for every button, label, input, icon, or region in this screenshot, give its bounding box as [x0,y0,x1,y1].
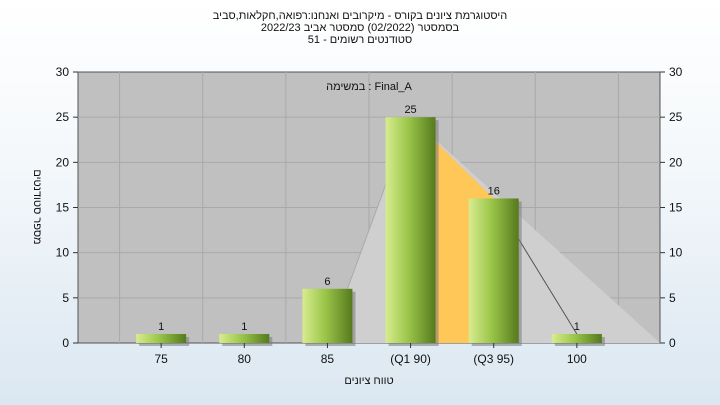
y-tick-label: 15 [669,201,683,215]
data-label: 1 [574,321,580,333]
x-tick-label: 100 [567,352,587,366]
bar [136,333,187,343]
y-axis-right: 0 5 10 15 20 25 30 [660,65,683,350]
x-tick-label: (Q1 90) [390,352,431,366]
y-tick-label: 25 [56,110,70,124]
bars [136,117,605,347]
chart-title-line-1: היסטוגרמת ציונים בקורס - מיקרובים ואנחנו… [212,10,508,22]
x-tick-label: 75 [154,352,168,366]
data-label: 1 [241,321,247,333]
data-label: 16 [488,185,500,197]
x-tick-label: (Q3 95) [473,352,514,366]
y-tick-label: 15 [56,201,70,215]
bar [551,333,602,343]
y-tick-label: 10 [56,246,70,260]
chart-title: היסטוגרמת ציונים בקורס - מיקרובים ואנחנו… [0,10,720,46]
y-axis-title: מספר סטודנטים [31,169,43,244]
x-tick-label: 85 [321,352,335,366]
bar [468,198,519,343]
x-tick-label: 80 [238,352,252,366]
y-tick-label: 5 [62,291,69,305]
y-tick-label: 30 [669,65,683,79]
x-axis: 75 80 85 (Q1 90) (Q3 95) 100 [154,343,587,366]
chart-title-line-3: סטודנטים רשומים - 51 [307,34,413,46]
data-label: 6 [324,276,330,288]
bar [302,288,353,343]
y-tick-label: 30 [56,65,70,79]
data-label: 1 [158,321,164,333]
y-tick-label: 5 [669,291,676,305]
chart-title-line-2: בסמסטר (02/2022) סמסטר אביב 2022/23 [260,22,460,34]
task-annotation: במשימה : Final_A [326,81,412,93]
bar [385,117,436,344]
y-tick-label: 20 [669,155,683,169]
bar [219,333,270,343]
y-axis-left: 0 5 10 15 20 25 30 [56,65,78,350]
x-axis-title: טווח ציונים [344,375,393,387]
y-tick-label: 25 [669,110,683,124]
y-tick-label: 20 [56,155,70,169]
data-label: 25 [404,104,416,116]
y-tick-label: 10 [669,246,683,260]
y-tick-label: 0 [62,336,69,350]
y-tick-label: 0 [669,336,676,350]
